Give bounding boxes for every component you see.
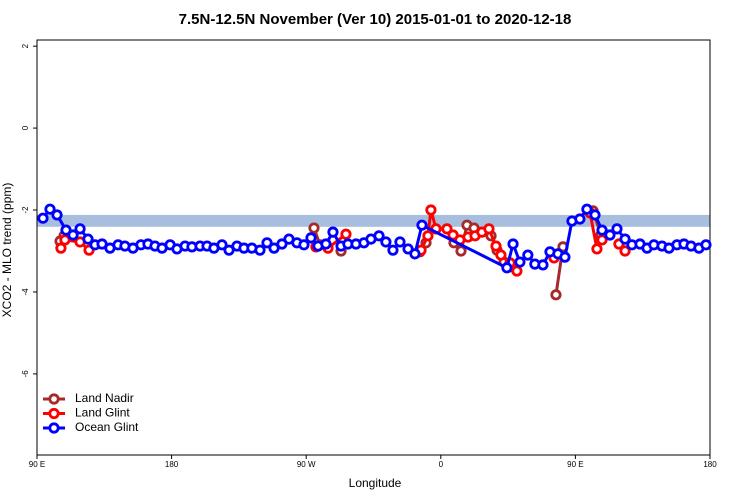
data-point (574, 213, 586, 225)
data-point (501, 262, 513, 274)
data-point (261, 237, 273, 249)
legend-marker (48, 422, 60, 434)
y-tick-label: -6 (21, 370, 30, 378)
data-point (59, 234, 71, 246)
data-point (581, 203, 593, 215)
data-point (455, 245, 467, 257)
data-point (298, 239, 310, 251)
y-tick-label: 2 (21, 43, 30, 48)
data-point (82, 233, 94, 245)
x-tick-label: 90 E (567, 460, 583, 469)
data-point (55, 242, 67, 254)
x-tick-label: 90 E (29, 460, 45, 469)
data-point (44, 203, 56, 215)
data-point (216, 239, 228, 251)
data-point (422, 230, 434, 242)
data-point (320, 238, 332, 250)
y-tick-label: -2 (21, 206, 30, 214)
y-tick-label: 0 (21, 125, 30, 130)
data-point (550, 289, 562, 301)
data-point (522, 249, 534, 261)
data-point (511, 265, 523, 277)
x-axis-label: Longitude (349, 476, 402, 490)
x-tick-label: 0 (439, 460, 444, 469)
legend-label: Land Glint (75, 406, 130, 420)
data-point (483, 223, 495, 235)
reference-band (37, 214, 710, 227)
data-point (490, 240, 502, 252)
chart-title: 7.5N-12.5N November (Ver 10) 2015-01-01 … (179, 11, 572, 28)
data-point (60, 224, 72, 236)
data-point (507, 238, 519, 250)
x-tick-label: 180 (703, 460, 717, 469)
data-point (327, 226, 339, 238)
legend-marker (48, 407, 60, 420)
legend-label: Land Nadir (75, 391, 134, 405)
data-point (387, 244, 399, 256)
data-point (340, 228, 352, 240)
legend-marker (48, 393, 60, 405)
data-point (51, 209, 63, 221)
data-point (74, 223, 86, 235)
data-point (37, 212, 49, 224)
data-point (604, 229, 616, 241)
data-point (441, 223, 453, 235)
data-point (308, 222, 320, 234)
data-point (495, 249, 507, 261)
data-point (700, 239, 712, 251)
data-point (619, 245, 631, 257)
data-point (276, 238, 288, 250)
legend-label: Ocean Glint (75, 420, 139, 434)
data-point (425, 204, 437, 216)
x-tick-label: 90 W (297, 460, 316, 469)
data-point (559, 251, 571, 263)
data-point (591, 243, 603, 255)
data-point (596, 224, 608, 236)
data-point (67, 229, 79, 241)
data-point (416, 219, 428, 231)
data-point (619, 233, 631, 245)
data-point (394, 236, 406, 248)
data-point (254, 244, 266, 256)
x-tick-label: 180 (165, 460, 179, 469)
data-point (514, 256, 526, 268)
data-point (373, 230, 385, 242)
data-point (589, 209, 601, 221)
y-axis-label: XCO2 - MLO trend (ppm) (0, 183, 14, 318)
data-point (409, 248, 421, 260)
data-point (380, 236, 392, 248)
data-point (305, 232, 317, 244)
data-point (611, 223, 623, 235)
data-point (537, 259, 549, 271)
y-tick-label: -4 (21, 288, 30, 296)
data-point (596, 234, 608, 246)
